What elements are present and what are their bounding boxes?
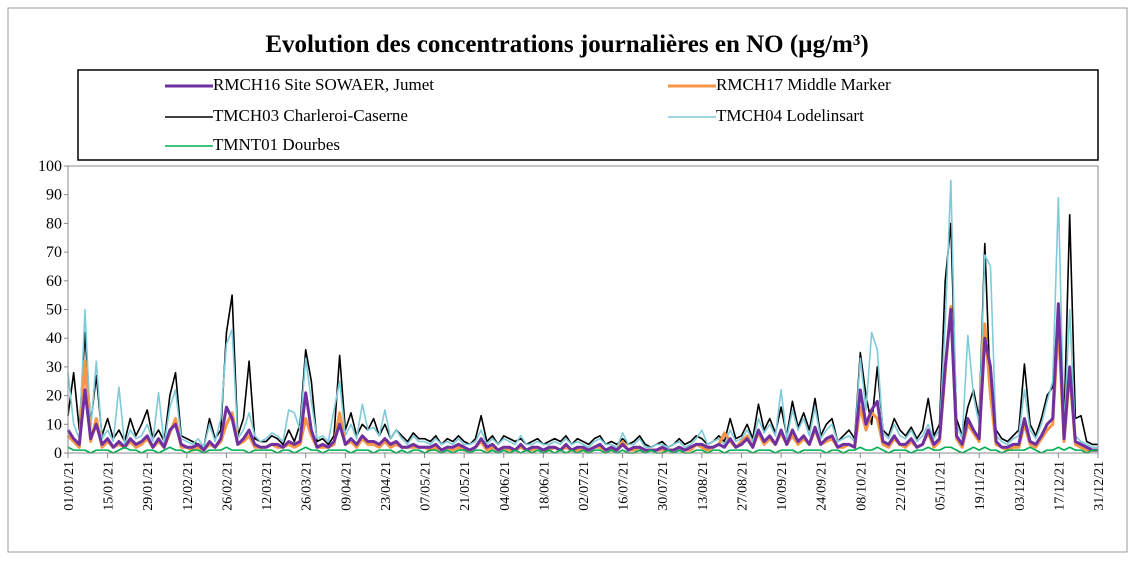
legend-label: RMCH16 Site SOWAER, Jumet: [213, 75, 434, 94]
x-tick-label: 17/12/21: [1052, 461, 1067, 511]
x-tick-label: 09/04/21: [339, 461, 354, 511]
y-tick-label: 40: [46, 330, 62, 347]
y-tick-label: 0: [54, 445, 62, 462]
x-tick-label: 15/01/21: [102, 461, 117, 511]
x-tick-label: 30/07/21: [656, 461, 671, 511]
x-tick-label: 18/06/21: [537, 461, 552, 511]
y-tick-label: 70: [46, 244, 62, 261]
legend-label: TMNT01 Dourbes: [213, 135, 340, 154]
y-tick-label: 80: [46, 215, 62, 232]
x-tick-label: 24/09/21: [815, 461, 830, 511]
x-tick-label: 13/08/21: [696, 461, 711, 511]
x-tick-label: 27/08/21: [735, 461, 750, 511]
y-tick-label: 10: [46, 416, 62, 433]
chart-title: Evolution des concentrations journalière…: [265, 31, 868, 58]
legend-label: TMCH03 Charleroi-Caserne: [213, 106, 408, 125]
x-tick-label: 16/07/21: [617, 461, 632, 511]
x-tick-label: 19/11/21: [973, 461, 988, 510]
y-tick-label: 90: [46, 187, 62, 204]
x-tick-label: 08/10/21: [854, 461, 869, 511]
x-tick-label: 03/12/21: [1013, 461, 1028, 511]
y-tick-label: 50: [46, 302, 62, 319]
y-tick-label: 60: [46, 273, 62, 290]
x-tick-label: 29/01/21: [141, 461, 156, 511]
x-tick-label: 12/03/21: [260, 461, 275, 511]
legend-label: RMCH17 Middle Marker: [716, 75, 891, 94]
x-tick-label: 01/01/21: [62, 461, 77, 511]
x-tick-label: 23/04/21: [379, 461, 394, 511]
x-tick-label: 31/12/21: [1092, 461, 1107, 511]
series-line: [67, 213, 1098, 449]
x-tick-label: 12/02/21: [181, 461, 196, 511]
x-tick-label: 10/09/21: [775, 461, 790, 511]
x-tick-label: 04/06/21: [498, 461, 513, 511]
series-line: [67, 179, 1098, 449]
x-tick-label: 05/11/21: [934, 461, 949, 510]
legend-box: [77, 69, 1099, 161]
legend-label: TMCH04 Lodelinsart: [716, 106, 864, 125]
y-tick-label: 30: [46, 359, 62, 376]
y-tick-label: 100: [38, 158, 62, 175]
series-line: [67, 446, 1098, 454]
series-line: [66, 302, 1098, 452]
x-tick-label: 21/05/21: [458, 461, 473, 511]
x-tick-label: 22/10/21: [894, 461, 909, 511]
x-tick-label: 07/05/21: [419, 461, 434, 511]
y-tick-label: 20: [46, 388, 62, 405]
plot-border: [67, 165, 1099, 454]
x-tick-label: 26/02/21: [220, 461, 235, 511]
x-tick-label: 26/03/21: [300, 461, 315, 511]
x-tick-label: 02/07/21: [577, 461, 592, 511]
